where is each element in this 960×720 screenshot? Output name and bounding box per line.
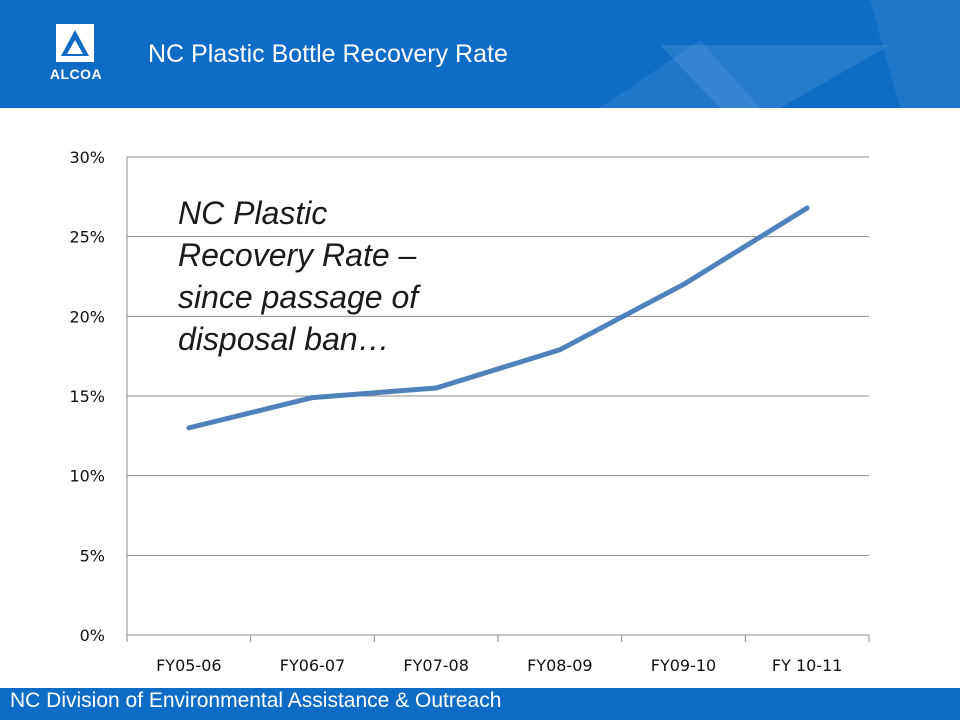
annotation-line: since passage of xyxy=(178,279,419,315)
annotation-line: Recovery Rate – xyxy=(178,237,417,273)
logo-text: ALCOA xyxy=(49,66,103,82)
slide-footer: NC Division of Environmental Assistance … xyxy=(0,688,960,720)
x-tick-label: FY 10-11 xyxy=(772,656,843,675)
axes xyxy=(126,157,870,642)
x-tick-label: FY06-07 xyxy=(280,656,345,675)
footer-text: NC Division of Environmental Assistance … xyxy=(10,689,502,712)
x-tick-label: FY08-09 xyxy=(527,656,592,675)
slide-header: ALCOA NC Plastic Bottle Recovery Rate xyxy=(0,0,960,108)
alcoa-logo: ALCOA xyxy=(45,22,107,92)
line-chart: 0% 5% 10% 15% 20% 25% 30% FY05-06 FY06-07 FY07-0… xyxy=(69,148,870,675)
y-tick-label: 20% xyxy=(69,307,105,326)
x-tick-label: FY05-06 xyxy=(156,656,221,675)
annotation-line: disposal ban… xyxy=(178,321,390,357)
y-tick-label: 15% xyxy=(69,387,105,406)
slide-title: NC Plastic Bottle Recovery Rate xyxy=(148,40,508,68)
y-tick-labels: 0% 5% 10% 15% 20% 25% 30% xyxy=(69,148,105,645)
y-tick-label: 25% xyxy=(69,228,105,247)
y-tick-label: 10% xyxy=(69,467,105,486)
alcoa-logo-icon xyxy=(56,24,94,62)
y-tick-label: 0% xyxy=(80,626,105,645)
x-tick-label: FY07-08 xyxy=(403,656,468,675)
x-tick-labels: FY05-06 FY06-07 FY07-08 FY08-09 FY09-10 FY 10… xyxy=(156,656,842,675)
header-decoration xyxy=(600,0,960,108)
series-line xyxy=(186,205,810,431)
annotation-line: NC Plastic xyxy=(178,195,328,231)
chart-annotation: NC Plastic Recovery Rate – since passage… xyxy=(178,192,478,360)
y-tick-label: 30% xyxy=(69,148,105,167)
series-lines xyxy=(186,205,810,431)
y-tick-label: 5% xyxy=(80,546,105,565)
x-tick-label: FY09-10 xyxy=(651,656,716,675)
